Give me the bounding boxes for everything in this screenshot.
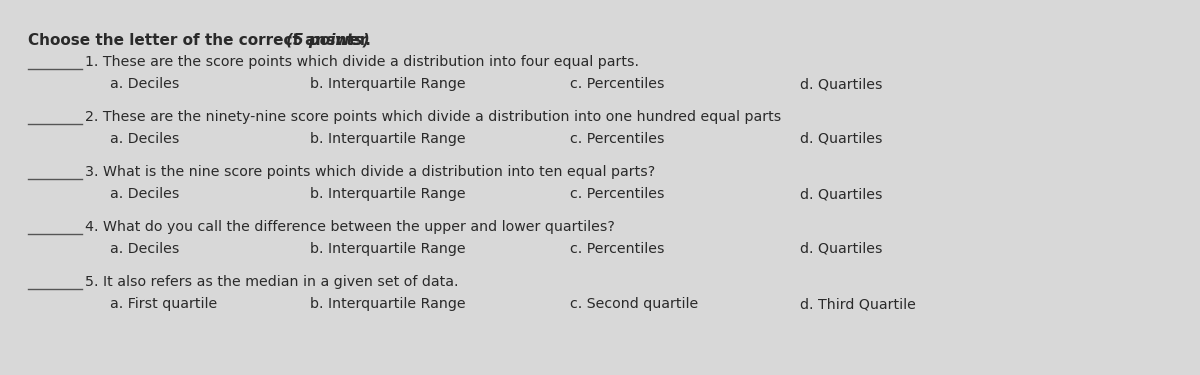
Text: c. Second quartile: c. Second quartile xyxy=(570,297,698,311)
Text: c. Percentiles: c. Percentiles xyxy=(570,132,665,146)
Text: a. Deciles: a. Deciles xyxy=(110,77,179,91)
Text: c. Percentiles: c. Percentiles xyxy=(570,242,665,256)
Text: d. Quartiles: d. Quartiles xyxy=(800,187,882,201)
Text: 3. What is the nine score points which divide a distribution into ten equal part: 3. What is the nine score points which d… xyxy=(85,165,655,179)
Text: c. Percentiles: c. Percentiles xyxy=(570,187,665,201)
Text: (5 points): (5 points) xyxy=(287,33,370,48)
Text: a. Deciles: a. Deciles xyxy=(110,132,179,146)
Text: 2. These are the ninety-nine score points which divide a distribution into one h: 2. These are the ninety-nine score point… xyxy=(85,110,781,124)
Text: d. Quartiles: d. Quartiles xyxy=(800,132,882,146)
Text: b. Interquartile Range: b. Interquartile Range xyxy=(310,187,466,201)
Text: d. Third Quartile: d. Third Quartile xyxy=(800,297,916,311)
Text: 4. What do you call the difference between the upper and lower quartiles?: 4. What do you call the difference betwe… xyxy=(85,220,614,234)
Text: b. Interquartile Range: b. Interquartile Range xyxy=(310,297,466,311)
Text: 1. These are the score points which divide a distribution into four equal parts.: 1. These are the score points which divi… xyxy=(85,55,640,69)
Text: Choose the letter of the correct answer.: Choose the letter of the correct answer. xyxy=(28,33,376,48)
Text: d. Quartiles: d. Quartiles xyxy=(800,77,882,91)
Text: d. Quartiles: d. Quartiles xyxy=(800,242,882,256)
Text: 5. It also refers as the median in a given set of data.: 5. It also refers as the median in a giv… xyxy=(85,275,458,289)
Text: a. Deciles: a. Deciles xyxy=(110,187,179,201)
Text: b. Interquartile Range: b. Interquartile Range xyxy=(310,77,466,91)
Text: b. Interquartile Range: b. Interquartile Range xyxy=(310,242,466,256)
Text: a. First quartile: a. First quartile xyxy=(110,297,217,311)
Text: b. Interquartile Range: b. Interquartile Range xyxy=(310,132,466,146)
Text: a. Deciles: a. Deciles xyxy=(110,242,179,256)
Text: c. Percentiles: c. Percentiles xyxy=(570,77,665,91)
